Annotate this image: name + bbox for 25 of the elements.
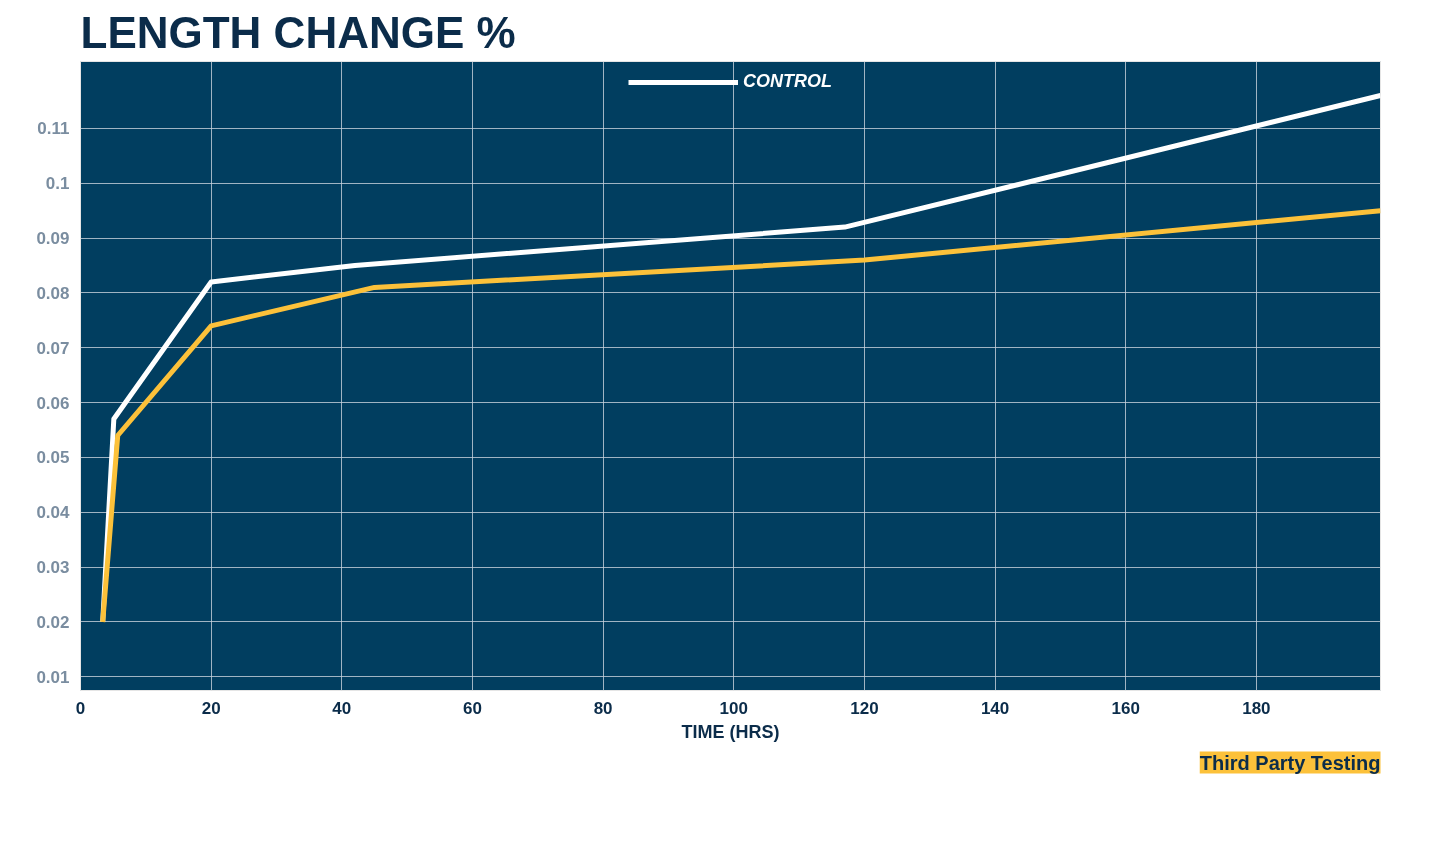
text: Third Party Testing xyxy=(1199,751,1381,774)
y-tick-label: 0.01 xyxy=(36,667,70,687)
x-tick-label: 80 xyxy=(593,698,613,718)
y-tick-label: 0.02 xyxy=(36,612,70,632)
y-tick-label: 0.07 xyxy=(36,338,70,358)
x-tick-label: 0 xyxy=(75,698,86,718)
x-tick-label: 40 xyxy=(332,698,352,718)
x-tick-label: 120 xyxy=(850,698,879,718)
x-tick-label: 140 xyxy=(980,698,1010,718)
y-tick-label: 0.06 xyxy=(36,393,70,413)
y-tick-label: 0.05 xyxy=(36,448,70,468)
x-axis-title: TIME (HRS) xyxy=(681,721,780,742)
y-tick-label: 0.08 xyxy=(36,283,70,303)
x-tick-label: 20 xyxy=(201,698,221,718)
chart-title: LENGTH CHANGE % xyxy=(80,7,516,57)
y-tick-label: 0.09 xyxy=(36,229,70,249)
y-tick-label: 0.11 xyxy=(37,119,70,139)
text: CONTROL xyxy=(743,71,832,92)
x-tick-label: 180 xyxy=(1242,698,1271,718)
x-tick-label: 60 xyxy=(463,698,482,718)
y-tick-label: 0.04 xyxy=(36,503,71,523)
x-tick-label: 160 xyxy=(1111,698,1140,718)
y-tick-label: 0.1 xyxy=(45,174,70,194)
y-tick-label: 0.03 xyxy=(36,558,70,578)
x-tick-label: 100 xyxy=(719,698,748,718)
